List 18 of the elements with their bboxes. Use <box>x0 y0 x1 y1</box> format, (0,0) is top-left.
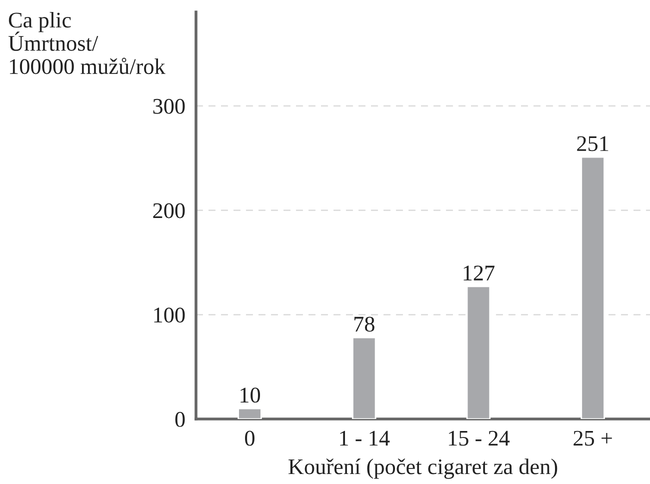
y-tick-label: 300 <box>153 98 185 114</box>
y-tick-label: 100 <box>154 308 185 323</box>
x-axis-title: Kouření (počet cigaret za den) <box>288 458 558 479</box>
x-tick-label: 15 - 24 <box>448 430 510 446</box>
bar <box>352 336 376 419</box>
x-tick-label: 0 <box>245 430 254 446</box>
data-label: 78 <box>354 316 374 332</box>
bar <box>466 286 491 419</box>
bar <box>580 156 605 419</box>
y-tick-label: 200 <box>153 203 185 218</box>
y-axis-title: Ca plic Úmrtnost/ 100000 mužů/rok <box>8 12 166 74</box>
data-label: 10 <box>240 388 260 403</box>
data-label: 127 <box>464 266 494 280</box>
x-tick-label: 1 - 14 <box>340 430 390 446</box>
y-tick-label: 0 <box>175 412 185 427</box>
data-label: 251 <box>577 136 608 152</box>
bar <box>238 408 262 419</box>
x-tick-label: 25 + <box>574 430 612 446</box>
